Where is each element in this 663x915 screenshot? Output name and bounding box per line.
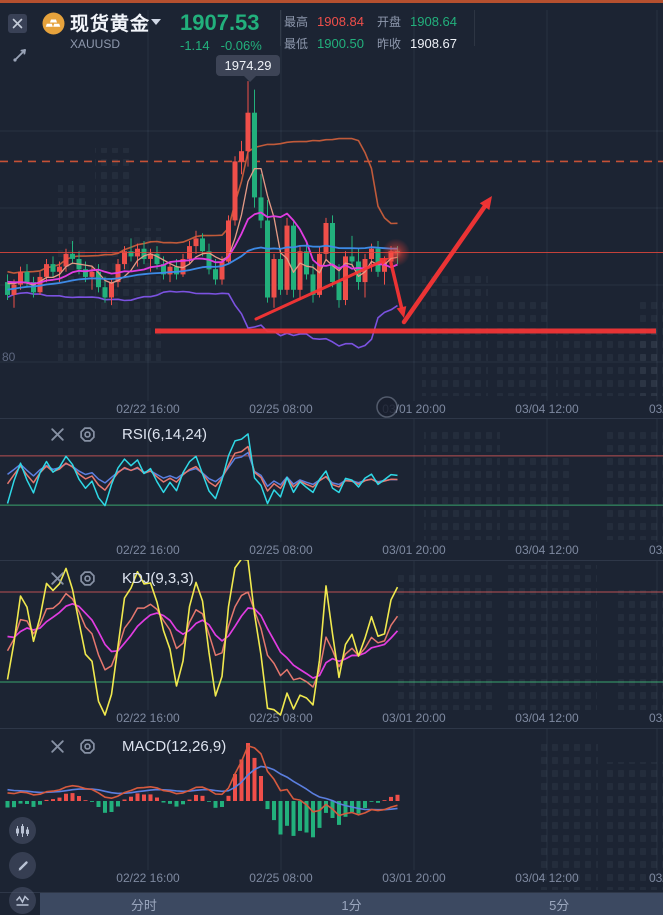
macd-panel-header: MACD(12,26,9) <box>49 737 226 755</box>
symbol-code: XAUUSD <box>70 37 121 51</box>
gold-coin-icon <box>42 12 65 35</box>
kdj-close-icon[interactable] <box>49 570 66 587</box>
macd-close-icon[interactable] <box>49 738 66 755</box>
macd-panel-title: MACD(12,26,9) <box>122 737 227 755</box>
kdj-indicator-chart[interactable]: 02/22 16:00 02/25 08:00 03/01 20:00 03/04 1… <box>0 560 663 728</box>
trendline-icon <box>13 49 26 62</box>
tab-timeshare[interactable]: 分时 <box>130 897 157 913</box>
stat-low: 最低 1900.50 <box>284 36 365 51</box>
svg-text:03/01 20:00: 03/01 20:00 <box>382 711 446 725</box>
svg-text:03/04 12:00: 03/04 12:00 <box>515 871 579 885</box>
svg-text:03/: 03/ <box>649 871 663 885</box>
tab-5min[interactable]: 5分 <box>549 897 570 913</box>
svg-text:03/01 20:00: 03/01 20:00 <box>382 402 446 416</box>
pencil-icon <box>17 860 28 871</box>
svg-text:02/22 16:00: 02/22 16:00 <box>116 543 180 557</box>
svg-text:03/: 03/ <box>649 543 663 557</box>
indicator-wave-icon <box>15 895 30 906</box>
tab-1min[interactable]: 1分 <box>341 897 362 913</box>
svg-text:03/04 12:00: 03/04 12:00 <box>515 402 579 416</box>
svg-text:02/25 08:00: 02/25 08:00 <box>249 402 313 416</box>
svg-text:02/22 16:00: 02/22 16:00 <box>116 711 180 725</box>
close-chart-button[interactable] <box>8 14 27 33</box>
kdj-panel-header: KDJ(9,3,3) <box>49 569 194 587</box>
main-candlestick-chart[interactable]: 02/22 16:00 02/25 08:00 03/01 20:00 03/04 1… <box>0 0 663 418</box>
change-percent: -0.06% <box>220 38 262 53</box>
svg-text:02/25 08:00: 02/25 08:00 <box>249 871 313 885</box>
stat-prev-close: 昨收 1908.67 <box>377 36 458 51</box>
close-icon <box>12 18 23 29</box>
symbol-name[interactable]: 现货黄金 <box>70 14 151 35</box>
clipped-y-axis-label: 80 <box>2 350 16 364</box>
change-value: -1.14 <box>180 38 210 53</box>
indicator-button[interactable] <box>9 887 36 914</box>
kdj-settings-gear-icon[interactable] <box>79 570 96 587</box>
macd-indicator-chart[interactable]: 02/22 16:00 02/25 08:00 03/01 20:00 03/04 1… <box>0 728 663 893</box>
macd-settings-gear-icon[interactable] <box>79 738 96 755</box>
svg-text:02/22 16:00: 02/22 16:00 <box>116 402 180 416</box>
timeframe-tab-bar: 分时 1分 5分 <box>40 893 663 915</box>
price-change: -1.14 -0.06% <box>180 38 262 53</box>
header-divider <box>474 10 475 46</box>
stat-high: 最高 1908.84 <box>284 14 365 29</box>
svg-text:03/04 12:00: 03/04 12:00 <box>515 711 579 725</box>
high-price-tooltip: 1974.29 <box>216 55 280 82</box>
rsi-settings-gear-icon[interactable] <box>79 426 96 443</box>
rsi-indicator-chart[interactable]: 02/22 16:00 02/25 08:00 03/01 20:00 03/04 1… <box>0 418 663 560</box>
svg-text:02/22 16:00: 02/22 16:00 <box>116 871 180 885</box>
symbol-dropdown-caret-icon[interactable] <box>151 19 161 25</box>
header-divider <box>280 10 281 46</box>
svg-text:02/25 08:00: 02/25 08:00 <box>249 711 313 725</box>
rsi-panel-title: RSI(6,14,24) <box>122 425 208 443</box>
svg-text:03/: 03/ <box>649 711 663 725</box>
trendline-tool-button[interactable] <box>10 45 30 65</box>
window-accent-border <box>0 0 663 3</box>
rsi-close-icon[interactable] <box>49 426 66 443</box>
svg-text:03/04 12:00: 03/04 12:00 <box>515 543 579 557</box>
draw-tool-button[interactable] <box>9 852 36 879</box>
candlestick-icon <box>16 824 29 837</box>
svg-text:03/01 20:00: 03/01 20:00 <box>382 543 446 557</box>
svg-text:03/: 03/ <box>649 402 663 416</box>
kdj-panel-title: KDJ(9,3,3) <box>122 569 194 587</box>
rsi-panel-header: RSI(6,14,24) <box>49 425 207 443</box>
chart-type-button[interactable] <box>9 817 36 844</box>
svg-text:03/01 20:00: 03/01 20:00 <box>382 871 446 885</box>
stat-open: 开盘 1908.64 <box>377 14 458 29</box>
last-price: 1907.53 <box>180 10 260 35</box>
svg-text:02/25 08:00: 02/25 08:00 <box>249 543 313 557</box>
